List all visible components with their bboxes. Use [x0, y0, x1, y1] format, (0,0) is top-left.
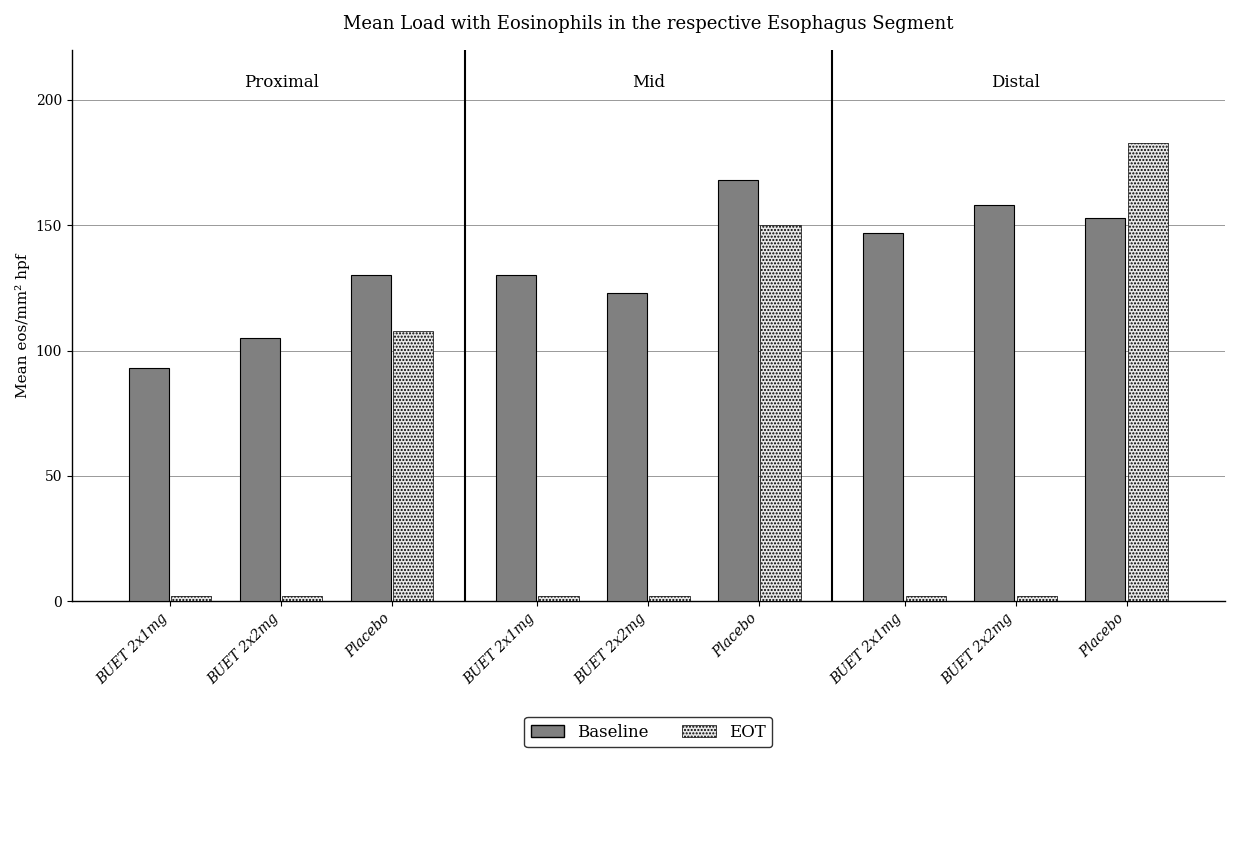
Text: Mid: Mid [632, 74, 665, 91]
Bar [171, 596, 211, 602]
Bar [975, 205, 1014, 602]
Bar [760, 225, 801, 602]
Bar [608, 293, 647, 602]
Bar [496, 275, 536, 602]
Bar [863, 233, 904, 602]
Legend: Baseline, EOT: Baseline, EOT [525, 717, 773, 747]
Bar [1127, 142, 1168, 602]
Bar [129, 369, 169, 602]
Title: Mean Load with Eosinophils in the respective Esophagus Segment: Mean Load with Eosinophils in the respec… [343, 15, 954, 33]
Text: Proximal: Proximal [243, 74, 319, 91]
Bar [650, 596, 689, 602]
Bar [905, 596, 946, 602]
Bar [393, 331, 433, 602]
Bar [718, 180, 758, 602]
Bar [538, 596, 579, 602]
Y-axis label: Mean eos/mm² hpf: Mean eos/mm² hpf [15, 254, 30, 398]
Text: Distal: Distal [991, 74, 1040, 91]
Bar [283, 596, 322, 602]
Bar [351, 275, 391, 602]
Bar [239, 338, 280, 602]
Bar [1085, 217, 1126, 602]
Bar [1017, 596, 1056, 602]
